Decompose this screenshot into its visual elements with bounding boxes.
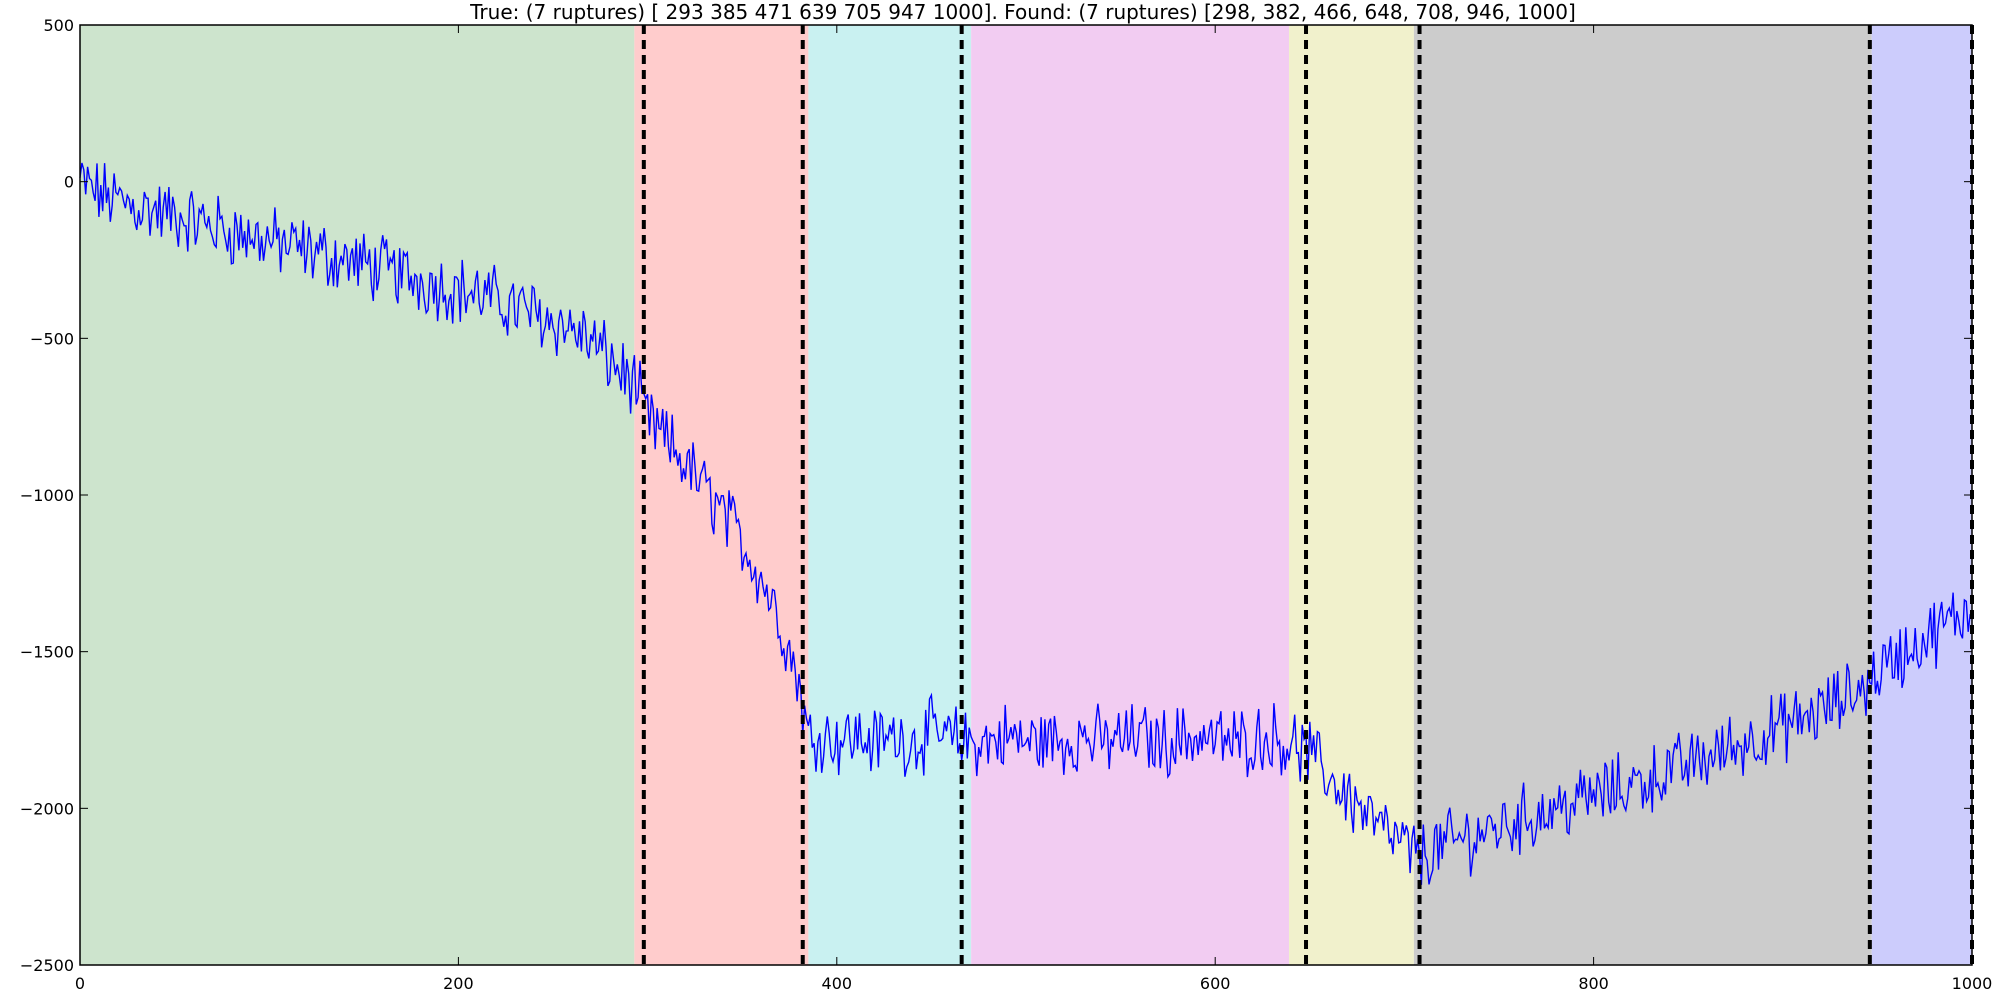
x-tick-label: 1000 xyxy=(1952,974,1993,993)
regime-band-6 xyxy=(1413,25,1872,965)
x-axis-ticks: 0 200 400 600 800 1000 xyxy=(75,25,1992,993)
signal-layer xyxy=(79,162,1973,885)
y-tick-label: 0 xyxy=(64,173,74,192)
regime-band-4 xyxy=(971,25,1289,965)
x-tick-label: 600 xyxy=(1200,974,1231,993)
chart-title: True: (7 ruptures) [ 293 385 471 639 705… xyxy=(469,0,1576,24)
regime-band-3 xyxy=(808,25,972,965)
signal-line xyxy=(79,162,1973,885)
y-tick-label: −2000 xyxy=(20,799,74,818)
x-tick-label: 0 xyxy=(75,974,85,993)
x-tick-label: 800 xyxy=(1578,974,1609,993)
x-tick-label: 400 xyxy=(822,974,853,993)
y-tick-label: 500 xyxy=(43,16,74,35)
regime-band-1 xyxy=(80,25,635,965)
regime-bands xyxy=(80,25,1972,965)
y-tick-label: −1000 xyxy=(20,486,74,505)
regime-band-7 xyxy=(1871,25,1972,965)
y-tick-label: −2500 xyxy=(20,956,74,975)
x-tick-label: 200 xyxy=(443,974,474,993)
y-tick-label: −1500 xyxy=(20,643,74,662)
y-tick-label: −500 xyxy=(30,329,74,348)
y-axis-ticks: 500 0 −500 −1000 −1500 −2000 −2500 xyxy=(20,16,1972,975)
